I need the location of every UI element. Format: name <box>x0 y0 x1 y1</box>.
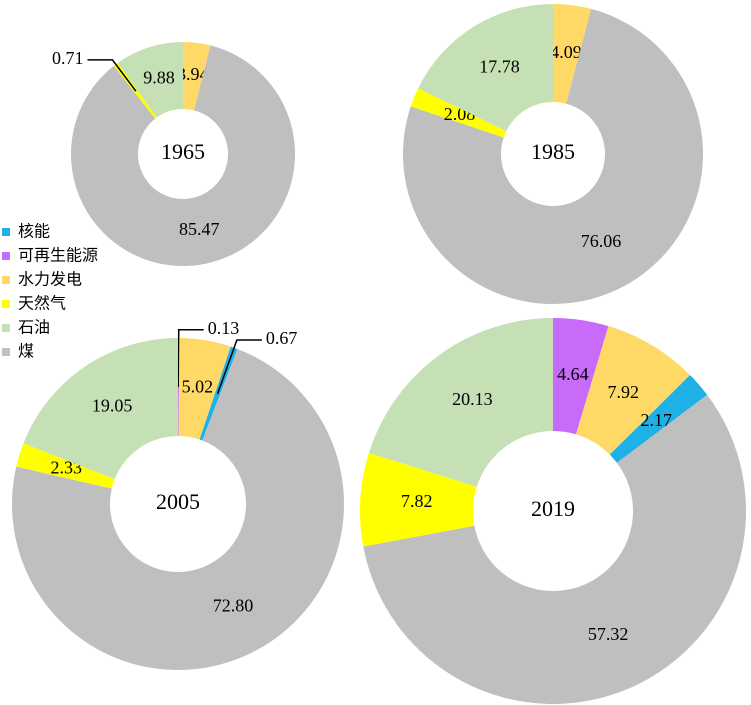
leader-line <box>87 59 137 92</box>
slice <box>199 346 238 441</box>
data-label: 19.05 <box>92 395 133 415</box>
center-label: 1965 <box>161 139 205 164</box>
data-label: 17.78 <box>479 56 520 76</box>
slice <box>410 88 507 138</box>
data-label: 9.88 <box>143 67 175 87</box>
data-label: 72.80 <box>213 595 254 615</box>
data-label: 0.13 <box>208 318 240 338</box>
leader-line <box>216 339 262 395</box>
center-label: 1985 <box>531 139 575 164</box>
legend-swatch <box>2 252 10 260</box>
slice <box>11 348 344 670</box>
legend-swatch <box>2 348 10 356</box>
legend-swatch <box>2 324 10 332</box>
leader-line <box>177 328 204 388</box>
slice <box>71 45 295 266</box>
slice <box>418 4 553 132</box>
data-label: 3.94 <box>177 64 209 84</box>
slice <box>117 42 183 118</box>
data-label: 7.82 <box>401 491 433 511</box>
data-label: 76.06 <box>581 231 622 251</box>
slice <box>575 326 690 455</box>
slice <box>359 452 477 547</box>
slice <box>363 394 746 704</box>
slice <box>609 375 708 463</box>
data-label: 0.71 <box>52 48 84 68</box>
slice <box>183 42 211 111</box>
legend-label: 可再生能源 <box>18 246 98 265</box>
data-label: 20.13 <box>452 389 493 409</box>
slice <box>553 4 592 104</box>
legend-swatch <box>2 228 10 236</box>
data-label: 4.64 <box>557 364 589 384</box>
slice <box>553 318 609 435</box>
slice <box>402 8 703 304</box>
legend-label: 天然气 <box>18 294 66 313</box>
legend-label: 煤 <box>18 342 34 361</box>
data-label: 5.02 <box>182 377 214 397</box>
legend-swatch <box>2 276 10 284</box>
slice <box>368 318 553 487</box>
data-label: 7.92 <box>607 382 639 402</box>
legend-swatch <box>2 300 10 308</box>
legend-label: 水力发电 <box>18 270 82 289</box>
center-label: 2019 <box>531 496 575 521</box>
data-label: 2.17 <box>640 410 672 430</box>
data-label: 57.32 <box>588 624 629 644</box>
data-label: 0.67 <box>266 328 298 348</box>
slice <box>23 338 179 480</box>
slice <box>16 443 115 489</box>
data-label: 4.09 <box>550 42 582 62</box>
legend-label: 核能 <box>18 222 50 241</box>
slice <box>178 338 231 440</box>
legend-label: 石油 <box>18 318 50 337</box>
data-label: 85.47 <box>179 219 220 239</box>
center-label: 2005 <box>156 489 200 514</box>
